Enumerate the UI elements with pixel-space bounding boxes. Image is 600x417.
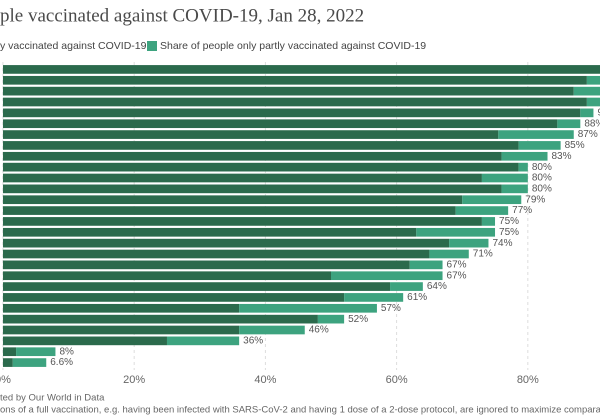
bar-segment	[2, 162, 519, 172]
data-label: 36%	[243, 335, 263, 346]
bar-segment	[239, 325, 305, 335]
data-label: 64%	[427, 281, 447, 292]
bar-segment	[2, 130, 499, 139]
data-label: 80%	[532, 173, 552, 184]
bar-segment	[462, 195, 522, 205]
bar-segment	[429, 249, 469, 259]
bar-segment	[518, 141, 561, 150]
bar-segment	[2, 141, 519, 150]
data-label: 87%	[578, 129, 598, 140]
bar-segment	[2, 303, 240, 313]
bar-segment	[481, 217, 496, 226]
bar-segment	[557, 119, 581, 129]
bar-segment	[580, 108, 594, 118]
data-label: 83%	[552, 151, 572, 162]
bar-segment	[2, 86, 574, 96]
bar-segment	[2, 65, 600, 74]
data-label: 74%	[492, 238, 512, 249]
bar-segment	[2, 227, 417, 237]
bar-segment	[2, 97, 587, 107]
data-label: 77%	[512, 205, 532, 216]
bar-segment	[2, 119, 558, 129]
data-label: 85%	[565, 140, 585, 151]
bar-segment	[390, 282, 423, 291]
chart-title: ple vaccinated against COVID-19, Jan 28,…	[0, 5, 364, 26]
bar-segment	[2, 293, 345, 302]
x-tick-label: 60%	[386, 374, 408, 386]
bar-segment	[2, 238, 450, 248]
data-label: 90%	[597, 107, 600, 118]
bar-segment	[501, 151, 548, 161]
bar-segment	[2, 249, 430, 259]
bar-segment	[16, 347, 56, 357]
bar-segment	[239, 303, 377, 313]
bar-segment	[2, 173, 482, 183]
bar-segment	[12, 358, 47, 367]
data-label: 67%	[447, 259, 467, 270]
bar-segment	[2, 75, 587, 85]
bar-segment	[416, 227, 496, 237]
x-tick-label: 20%	[123, 374, 145, 386]
data-label: 57%	[381, 303, 401, 314]
data-label: 80%	[532, 183, 552, 194]
bar-segment	[2, 271, 332, 281]
data-label: 52%	[348, 314, 368, 325]
data-label: 79%	[525, 194, 545, 205]
bar-segment	[344, 293, 404, 302]
bar-segment	[2, 108, 581, 118]
source-note: ted by Our World in Data	[0, 393, 105, 404]
footnote: ons of a full vaccination, e.g. having b…	[0, 405, 600, 416]
data-label: 71%	[473, 249, 493, 260]
data-label: 80%	[532, 162, 552, 173]
data-label: 67%	[447, 270, 467, 281]
bar-segment	[2, 184, 502, 194]
legend-swatch	[147, 41, 157, 51]
data-label: 61%	[407, 292, 427, 303]
bar-segment	[2, 325, 240, 335]
data-label: 75%	[499, 216, 519, 227]
bar-segment	[2, 347, 17, 357]
bar-segment	[166, 336, 240, 346]
data-label: 75%	[499, 227, 519, 238]
bar-segment	[2, 314, 318, 324]
bar-segment	[586, 75, 600, 85]
bar-segment	[498, 130, 574, 139]
bar-segment	[2, 151, 502, 161]
bar-segment	[2, 195, 463, 205]
legend-label: Share of people only partly vaccinated a…	[160, 40, 426, 52]
bar-segment	[2, 336, 167, 346]
x-tick-label: 40%	[254, 374, 276, 386]
bar-segment	[518, 162, 528, 172]
bar-segment	[317, 314, 345, 324]
bar-segment	[2, 282, 391, 291]
bar-segment	[449, 238, 489, 248]
x-tick-label: 80%	[517, 374, 539, 386]
x-tick-label: 0%	[0, 374, 11, 386]
bar-segment	[2, 358, 13, 367]
bar-segment	[455, 206, 509, 215]
data-label: 8%	[59, 346, 74, 357]
legend-label: y vaccinated against COVID-19	[0, 40, 147, 52]
bar-segment	[501, 184, 528, 194]
data-label: 6.6%	[50, 357, 73, 368]
data-label: 46%	[309, 325, 329, 336]
bar-segment	[573, 86, 600, 96]
bar-segment	[481, 173, 528, 183]
bar-segment	[2, 217, 482, 226]
bar-segment	[331, 271, 443, 281]
data-label: 88%	[584, 118, 600, 129]
bar-segment	[409, 260, 443, 270]
bar-segment	[586, 97, 600, 107]
bar-segment	[2, 206, 456, 215]
bar-segment	[2, 260, 410, 270]
